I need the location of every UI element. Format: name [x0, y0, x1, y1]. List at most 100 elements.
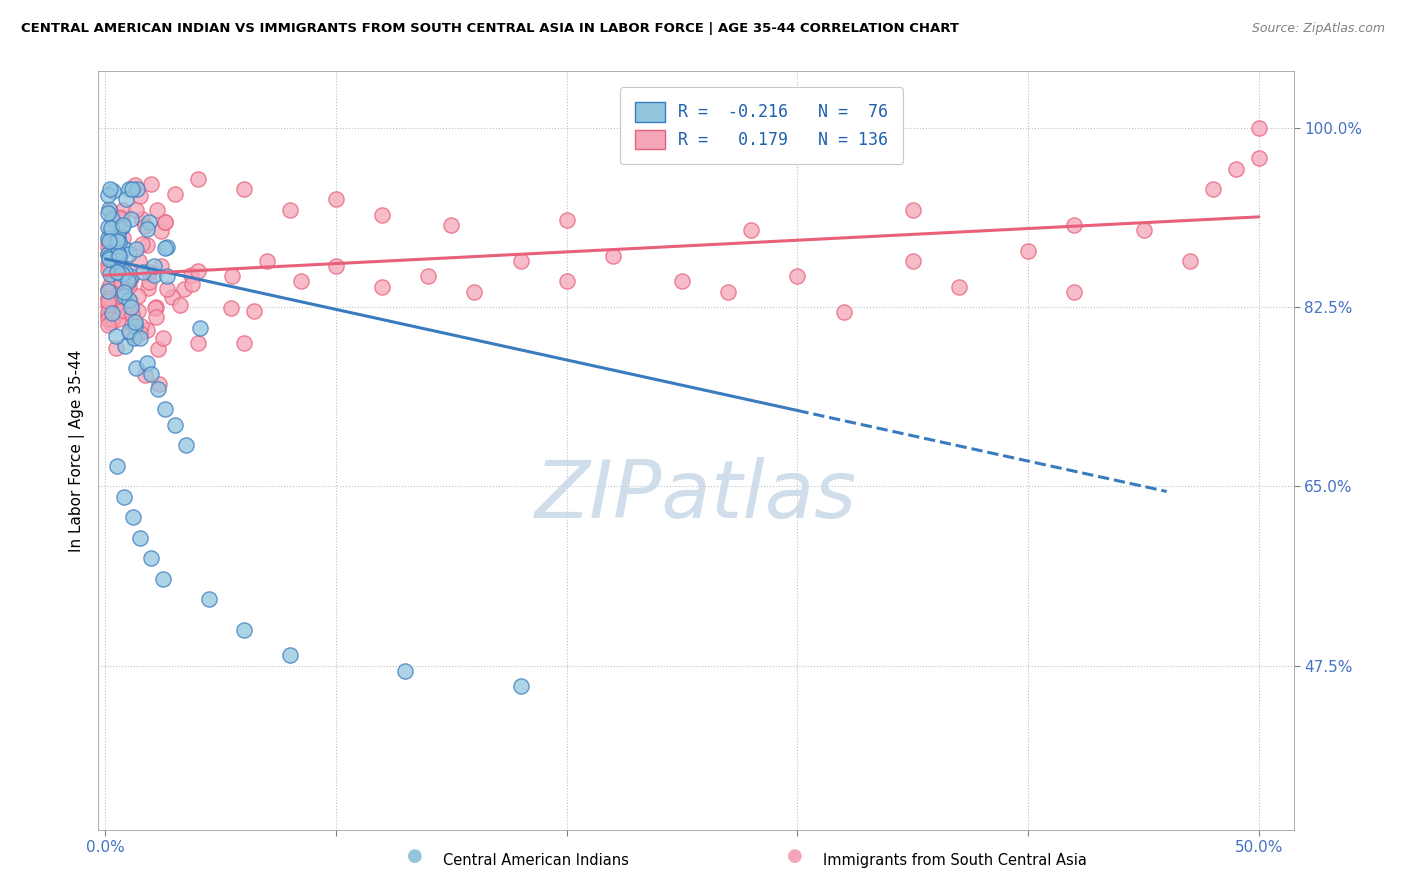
Point: [112, 490, 135, 504]
Point: [108, 211, 131, 225]
Point: [124, 315, 146, 329]
Point: [111, 219, 134, 234]
Point: [948, 279, 970, 293]
Point: [1063, 285, 1085, 299]
Point: [120, 300, 142, 314]
Point: [278, 648, 301, 663]
Point: [121, 307, 143, 321]
Point: [120, 211, 142, 226]
Point: [786, 269, 808, 284]
Point: [98, 202, 121, 217]
Point: [97, 206, 120, 220]
Point: [325, 259, 347, 273]
Point: [131, 212, 153, 227]
Point: [198, 592, 221, 607]
Point: [107, 286, 129, 301]
Point: [180, 277, 202, 291]
Point: [187, 172, 209, 186]
Point: [132, 265, 155, 279]
Point: [125, 361, 148, 376]
Point: [101, 184, 124, 198]
Point: [129, 531, 152, 545]
Point: [371, 208, 394, 222]
Point: [135, 323, 157, 337]
Point: [134, 368, 156, 383]
Point: [101, 312, 124, 326]
Text: Immigrants from South Central Asia: Immigrants from South Central Asia: [823, 853, 1087, 868]
Point: [901, 254, 924, 268]
Point: [112, 289, 135, 303]
Point: [111, 267, 134, 281]
Point: [148, 382, 170, 396]
Point: [145, 310, 167, 324]
Point: [98, 278, 121, 293]
Point: [105, 458, 128, 473]
Point: [108, 212, 131, 227]
Point: [117, 279, 139, 293]
Point: [97, 308, 120, 322]
Point: [136, 238, 159, 252]
Point: [108, 249, 131, 263]
Point: [105, 234, 128, 248]
Text: Central American Indians: Central American Indians: [443, 853, 628, 868]
Point: [138, 215, 160, 229]
Point: [129, 189, 152, 203]
Point: [232, 335, 254, 350]
Point: [278, 202, 301, 217]
Point: [120, 270, 142, 285]
Point: [180, 268, 202, 283]
Point: [509, 679, 531, 693]
Point: [115, 192, 138, 206]
Point: [150, 260, 173, 274]
Point: [111, 276, 134, 290]
Point: [120, 269, 142, 284]
Point: [163, 187, 186, 202]
Point: [602, 249, 624, 263]
Point: [152, 331, 174, 345]
Text: Source: ZipAtlas.com: Source: ZipAtlas.com: [1251, 22, 1385, 36]
Point: [717, 285, 740, 299]
Point: [107, 245, 129, 260]
Point: [97, 188, 120, 202]
Point: [219, 301, 242, 315]
Point: [160, 290, 183, 304]
Point: [221, 269, 243, 284]
Point: [440, 218, 463, 232]
Point: [124, 319, 146, 334]
Point: [173, 282, 195, 296]
Point: [418, 269, 440, 284]
Point: [117, 302, 139, 317]
Point: [150, 224, 173, 238]
Point: [128, 254, 150, 268]
Point: [110, 264, 132, 278]
Point: [97, 257, 120, 271]
Point: [145, 300, 167, 314]
Point: [394, 664, 416, 678]
Point: [108, 211, 131, 225]
Point: [1247, 120, 1270, 135]
Point: [105, 328, 128, 343]
Point: [740, 223, 762, 237]
Point: [108, 254, 131, 268]
Point: [97, 298, 120, 312]
Point: [97, 293, 120, 308]
Point: [97, 284, 120, 298]
Point: [98, 267, 121, 281]
Point: [136, 222, 159, 236]
Point: [111, 290, 134, 304]
Point: [169, 298, 191, 312]
Point: [152, 572, 174, 586]
Point: [111, 218, 134, 232]
Point: [163, 417, 186, 432]
Point: [117, 271, 139, 285]
Point: [107, 221, 129, 235]
Point: [98, 226, 121, 240]
Point: [156, 282, 179, 296]
Point: [118, 247, 141, 261]
Point: [135, 356, 157, 370]
Point: [118, 270, 141, 285]
Point: [108, 305, 131, 319]
Point: [129, 331, 152, 345]
Point: [141, 367, 163, 381]
Point: [156, 269, 179, 284]
